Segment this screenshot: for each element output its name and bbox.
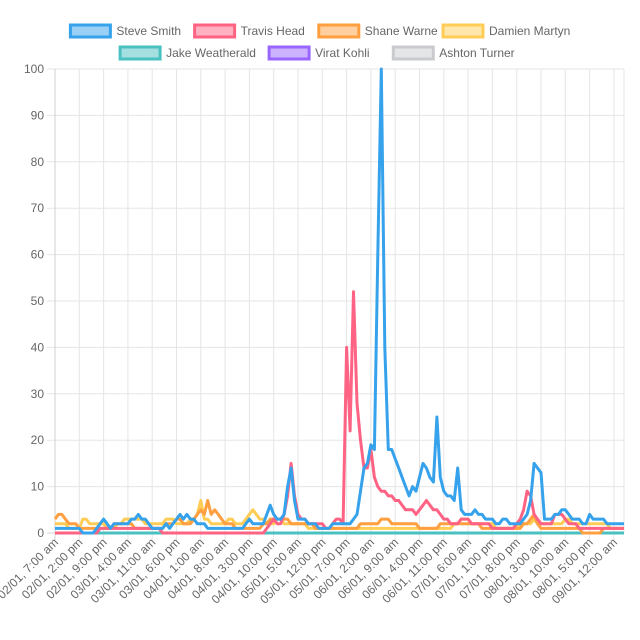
legend-label: Damien Martyn xyxy=(489,24,570,38)
y-tick-label: 0 xyxy=(37,526,44,540)
y-tick-label: 60 xyxy=(31,248,45,262)
chart-legend[interactable]: Steve Smith Travis Head Shane Warne Damien … xyxy=(68,23,570,61)
legend-item-travis-head[interactable]: Travis Head xyxy=(193,23,305,39)
legend-item-jake-weatherald[interactable]: Jake Weatherald xyxy=(118,45,256,61)
legend-swatch xyxy=(391,45,435,61)
legend-swatch xyxy=(118,45,162,61)
legend-label: Virat Kohli xyxy=(315,46,369,60)
y-tick-label: 30 xyxy=(31,387,45,401)
legend-swatch xyxy=(441,23,485,39)
legend-swatch xyxy=(68,23,112,39)
legend-swatch xyxy=(267,45,311,61)
y-tick-label: 100 xyxy=(24,62,44,76)
y-tick-label: 90 xyxy=(31,108,45,122)
legend-label: Shane Warne xyxy=(365,24,438,38)
y-axis: 0 10 20 30 40 50 60 70 80 90 100 xyxy=(24,62,44,540)
legend-swatch xyxy=(193,23,237,39)
legend-swatch xyxy=(317,23,361,39)
y-tick-label: 20 xyxy=(31,433,45,447)
legend-label: Travis Head xyxy=(241,24,305,38)
series-line-steve-smith xyxy=(55,67,624,535)
legend-item-damien-martyn[interactable]: Damien Martyn xyxy=(441,23,570,39)
legend-label: Steve Smith xyxy=(116,24,181,38)
legend-label: Jake Weatherald xyxy=(166,46,256,60)
y-tick-label: 10 xyxy=(31,480,45,494)
legend-item-virat-kohli[interactable]: Virat Kohli xyxy=(267,45,370,61)
legend-item-steve-smith[interactable]: Steve Smith xyxy=(68,23,181,39)
y-tick-label: 40 xyxy=(31,340,45,354)
legend-item-ashton-turner[interactable]: Ashton Turner xyxy=(391,45,515,61)
legend-item-shane-warne[interactable]: Shane Warne xyxy=(317,23,438,39)
y-tick-label: 70 xyxy=(31,201,45,215)
series-line-travis-head xyxy=(55,290,624,535)
legend-label: Ashton Turner xyxy=(439,46,514,60)
y-tick-label: 50 xyxy=(31,294,45,308)
chart-series xyxy=(53,67,624,535)
chart-grid xyxy=(47,68,625,540)
y-tick-label: 80 xyxy=(31,155,45,169)
